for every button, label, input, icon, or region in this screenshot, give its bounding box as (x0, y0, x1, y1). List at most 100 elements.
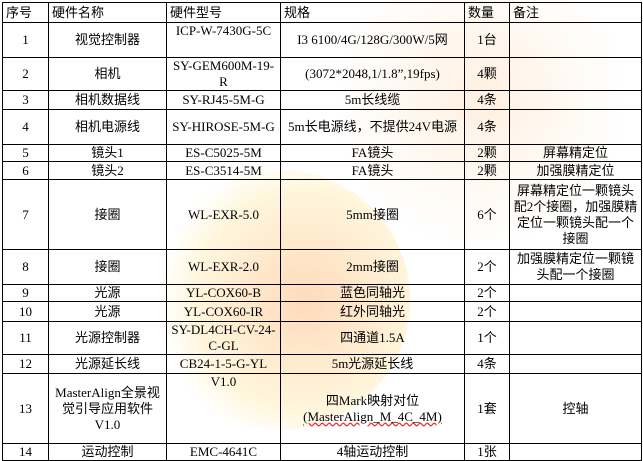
cell-no: 12 (2, 354, 49, 374)
cell-name: 光源延长线 (48, 354, 167, 374)
cell-no: 8 (2, 249, 49, 285)
cell-model: SY-DL4CH-CV-24-C-GL (166, 321, 281, 355)
cell-qty: 6个 (464, 179, 510, 250)
cell-spec: 蓝色同轴光 (280, 284, 465, 302)
cell-model: ES-C3514-5M (166, 161, 281, 180)
cell-model: EMC-4641C (166, 443, 281, 461)
cell-spec: 红外同轴光 (280, 301, 465, 322)
cell-note (509, 90, 642, 110)
cell-qty: 2个 (464, 249, 510, 285)
cell-name: MasterAlign全景视觉引导应用软件V1.0 (48, 373, 167, 444)
cell-model: SY-RJ45-5M-G (166, 90, 281, 110)
cell-qty: 2个 (464, 301, 510, 322)
cell-spec: I3 6100/4G/128G/300W/5网 (280, 22, 465, 58)
cell-no: 11 (2, 321, 49, 355)
cell-spec: 5mm接圈 (280, 179, 465, 250)
cell-name: 接圈 (48, 249, 167, 285)
cell-note (509, 22, 642, 58)
cell-model: V1.0 (166, 373, 281, 444)
table-row: 7 接圈 WL-EXR-5.0 5mm接圈 6个 屏幕精定位一颗镜头配2个接圈，加强膜精定… (2, 179, 642, 250)
cell-note: 屏幕精定位一颗镜头配2个接圈，加强膜精定位一颗镜头配一个接圈 (509, 179, 642, 250)
cell-note (509, 109, 642, 145)
cell-note: 屏幕精定位 (509, 144, 642, 162)
table-row: 11 光源控制器 SY-DL4CH-CV-24-C-GL 四通道1.5A 1个 (2, 321, 642, 355)
spec-line: 四Mark映射对位 (325, 392, 420, 408)
cell-spec: 4轴运动控制 (280, 443, 465, 461)
cell-qty: 1套 (464, 373, 510, 444)
cell-note (509, 443, 642, 461)
cell-name: 光源控制器 (48, 321, 167, 355)
cell-name: 光源 (48, 301, 167, 322)
cell-qty: 1个 (464, 321, 510, 355)
cell-name: 相机 (48, 57, 167, 91)
cell-name: 接圈 (48, 179, 167, 250)
cell-model: WL-EXR-5.0 (166, 179, 281, 250)
cell-note: 控轴 (509, 373, 642, 444)
table-row: 13 MasterAlign全景视觉引导应用软件V1.0 V1.0 四Mark映射对位… (2, 373, 642, 444)
header-no: 序号 (2, 2, 49, 23)
cell-model: YL-COX60-IR (166, 301, 281, 322)
table-header: 序号 硬件名称 硬件型号 规格 数量 备注 (2, 2, 642, 23)
cell-note (509, 284, 642, 302)
cell-qty: 4条 (464, 90, 510, 110)
cell-spec: 5m长线缆 (280, 90, 465, 110)
header-name: 硬件名称 (48, 2, 167, 23)
cell-name: 相机数据线 (48, 90, 167, 110)
cell-note (509, 321, 642, 355)
cell-note (509, 57, 642, 91)
cell-name: 镜头1 (48, 144, 167, 162)
cell-qty: 1张 (464, 443, 510, 461)
table-row: 1 视觉控制器 ICP-W-7430G-5C I3 6100/4G/128G/300W… (2, 22, 642, 58)
cell-model: WL-EXR-2.0 (166, 249, 281, 285)
cell-name: 镜头2 (48, 161, 167, 180)
cell-qty: 4颗 (464, 57, 510, 91)
cell-name: 相机电源线 (48, 109, 167, 145)
cell-qty: 2颗 (464, 161, 510, 180)
cell-qty: 2颗 (464, 144, 510, 162)
table-row: 8 接圈 WL-EXR-2.0 2mm接圈 2个 加强膜精定位一颗镜头配一个接圈 (2, 249, 642, 285)
cell-qty: 4条 (464, 354, 510, 374)
spec-line-2: (MasterAlign_M_4C_4M) (303, 408, 442, 424)
cell-spec: (3072*2048,1/1.8”,19fps) (280, 57, 465, 91)
cell-spec: 5m长电源线，不提供24V电源 (280, 109, 465, 145)
cell-note: 加强膜精定位 (509, 161, 642, 180)
cell-name: 光源 (48, 284, 167, 302)
cell-qty: 4条 (464, 109, 510, 145)
table-row: 14 运动控制 EMC-4641C 4轴运动控制 1张 (2, 443, 642, 461)
cell-spec: FA镜头 (280, 144, 465, 162)
cell-spec: FA镜头 (280, 161, 465, 180)
cell-no: 6 (2, 161, 49, 180)
cell-model: CB24-1-5-G-YL (166, 354, 281, 374)
table-row: 10 光源 YL-COX60-IR 红外同轴光 2个 (2, 301, 642, 322)
table-row: 3 相机数据线 SY-RJ45-5M-G 5m长线缆 4条 (2, 90, 642, 110)
cell-model: SY-GEM600M-19-R (166, 57, 281, 91)
header-note: 备注 (509, 2, 642, 23)
cell-note (509, 301, 642, 322)
cell-note (509, 354, 642, 374)
cell-no: 3 (2, 90, 49, 110)
cell-spec: 5m光源延长线 (280, 354, 465, 374)
cell-model: ICP-W-7430G-5C (166, 22, 281, 58)
cell-model: YL-COX60-B (166, 284, 281, 302)
header-model: 硬件型号 (166, 2, 281, 23)
cell-no: 7 (2, 179, 49, 250)
cell-no: 5 (2, 144, 49, 162)
cell-no: 14 (2, 443, 49, 461)
table-row: 9 光源 YL-COX60-B 蓝色同轴光 2个 (2, 284, 642, 302)
cell-no: 9 (2, 284, 49, 302)
cell-no: 2 (2, 57, 49, 91)
cell-name: 运动控制 (48, 443, 167, 461)
header-spec: 规格 (280, 2, 465, 23)
cell-spec: 四通道1.5A (280, 321, 465, 355)
table-row: 4 相机电源线 SY-HIROSE-5M-G 5m长电源线，不提供24V电源 4条 (2, 109, 642, 145)
cell-spec: 2mm接圈 (280, 249, 465, 285)
table-row: 2 相机 SY-GEM600M-19-R (3072*2048,1/1.8”,19fp… (2, 57, 642, 91)
cell-model: SY-HIROSE-5M-G (166, 109, 281, 145)
table-row: 6 镜头2 ES-C3514-5M FA镜头 2颗 加强膜精定位 (2, 161, 642, 180)
cell-no: 4 (2, 109, 49, 145)
cell-spec: 四Mark映射对位 (MasterAlign_M_4C_4M) (280, 373, 465, 444)
cell-no: 1 (2, 22, 49, 58)
table-row: 5 镜头1 ES-C5025-5M FA镜头 2颗 屏幕精定位 (2, 144, 642, 162)
cell-qty: 1台 (464, 22, 510, 58)
